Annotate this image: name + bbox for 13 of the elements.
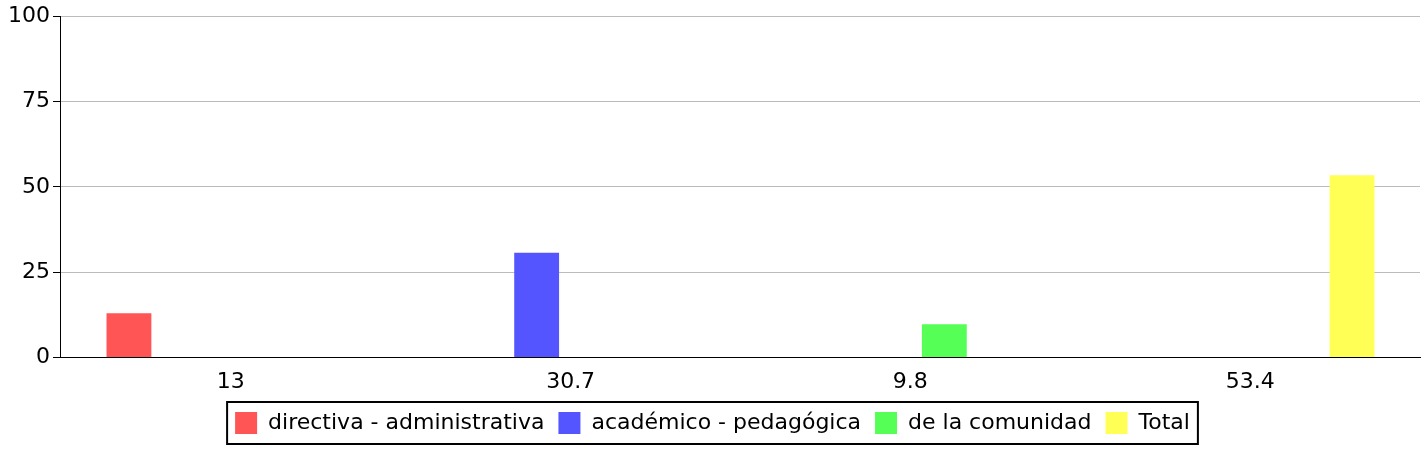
y-tick-label: 75	[21, 87, 50, 113]
legend-label: académico - pedagógica	[591, 408, 862, 434]
legend-label: directiva - administrativa	[268, 408, 545, 434]
y-tick-label: 100	[7, 1, 50, 27]
x-tick-label: 53.4	[1225, 367, 1275, 393]
legend-label: de la comunidad	[908, 408, 1092, 434]
y-tick-label: 25	[21, 257, 50, 283]
y-tick-label: 0	[35, 343, 50, 369]
x-tick-label: 30.7	[546, 367, 596, 393]
legend-label: Total	[1137, 408, 1190, 434]
x-tick-label: 13	[216, 367, 245, 393]
y-tick-label: 50	[21, 172, 50, 198]
x-tick-label: 9.8	[892, 367, 928, 393]
